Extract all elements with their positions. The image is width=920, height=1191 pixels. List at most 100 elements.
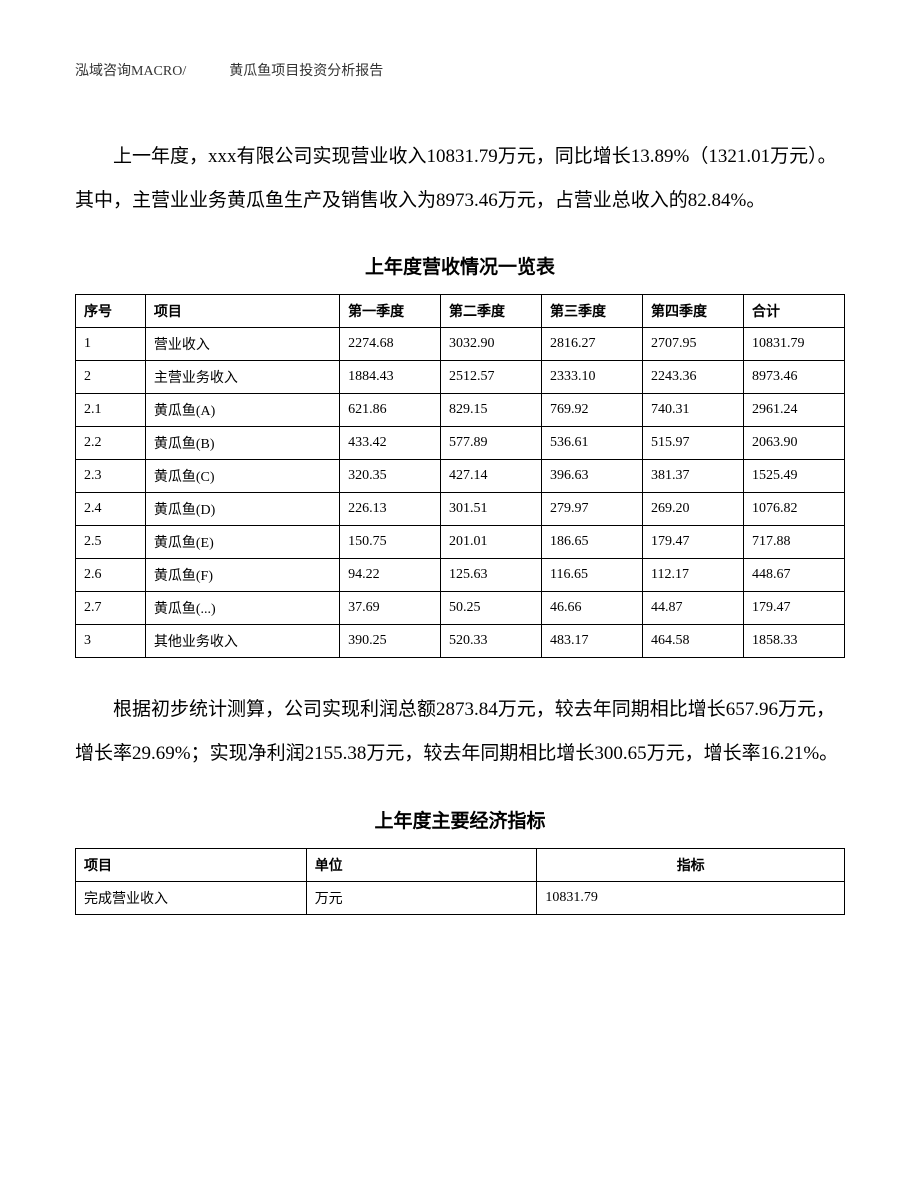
table-row: 2.1黄瓜鱼(A)621.86829.15769.92740.312961.24: [76, 394, 845, 427]
table-cell: 112.17: [642, 559, 743, 592]
table-cell: 448.67: [743, 559, 844, 592]
table-row: 2.3黄瓜鱼(C)320.35427.14396.63381.371525.49: [76, 460, 845, 493]
col-header-seq: 序号: [76, 295, 146, 328]
table-cell: 390.25: [340, 625, 441, 658]
table-cell: 427.14: [441, 460, 542, 493]
table-cell: 营业收入: [145, 328, 339, 361]
table-cell: 1: [76, 328, 146, 361]
table-cell: 3032.90: [441, 328, 542, 361]
table-cell: 2333.10: [542, 361, 643, 394]
table-cell: 464.58: [642, 625, 743, 658]
table-cell: 黄瓜鱼(E): [145, 526, 339, 559]
table-cell: 226.13: [340, 493, 441, 526]
col-header-project: 项目: [76, 848, 307, 881]
table-cell: 黄瓜鱼(D): [145, 493, 339, 526]
col-header-indicator: 指标: [537, 848, 845, 881]
header-title: 黄瓜鱼项目投资分析报告: [229, 64, 383, 79]
table-row: 3其他业务收入390.25520.33483.17464.581858.33: [76, 625, 845, 658]
table-cell: 黄瓜鱼(A): [145, 394, 339, 427]
table-cell: 2.6: [76, 559, 146, 592]
table-cell: 2063.90: [743, 427, 844, 460]
table-cell: 1525.49: [743, 460, 844, 493]
table-cell: 201.01: [441, 526, 542, 559]
table-cell: 万元: [306, 881, 537, 914]
table-cell: 116.65: [542, 559, 643, 592]
table-cell: 320.35: [340, 460, 441, 493]
table-cell: 黄瓜鱼(...): [145, 592, 339, 625]
table-cell: 740.31: [642, 394, 743, 427]
table-cell: 10831.79: [537, 881, 845, 914]
table-cell: 179.47: [642, 526, 743, 559]
indicators-table: 项目 单位 指标 完成营业收入万元10831.79: [75, 848, 845, 915]
table-cell: 10831.79: [743, 328, 844, 361]
table-cell: 44.87: [642, 592, 743, 625]
col-header-q1: 第一季度: [340, 295, 441, 328]
table-cell: 2512.57: [441, 361, 542, 394]
table-cell: 其他业务收入: [145, 625, 339, 658]
table-cell: 50.25: [441, 592, 542, 625]
table-cell: 2274.68: [340, 328, 441, 361]
col-header-q4: 第四季度: [642, 295, 743, 328]
table-row: 2.6黄瓜鱼(F)94.22125.63116.65112.17448.67: [76, 559, 845, 592]
table-cell: 黄瓜鱼(B): [145, 427, 339, 460]
table-cell: 2707.95: [642, 328, 743, 361]
paragraph-2: 根据初步统计测算，公司实现利润总额2873.84万元，较去年同期相比增长657.…: [75, 688, 845, 775]
table-cell: 179.47: [743, 592, 844, 625]
table-cell: 381.37: [642, 460, 743, 493]
table-cell: 2.5: [76, 526, 146, 559]
table-cell: 1858.33: [743, 625, 844, 658]
table-row: 完成营业收入万元10831.79: [76, 881, 845, 914]
col-header-q2: 第二季度: [441, 295, 542, 328]
col-header-total: 合计: [743, 295, 844, 328]
table-row: 2.2黄瓜鱼(B)433.42577.89536.61515.972063.90: [76, 427, 845, 460]
table-header-row: 项目 单位 指标: [76, 848, 845, 881]
table-row: 2.5黄瓜鱼(E)150.75201.01186.65179.47717.88: [76, 526, 845, 559]
table-cell: 2243.36: [642, 361, 743, 394]
table-cell: 黄瓜鱼(F): [145, 559, 339, 592]
table-cell: 717.88: [743, 526, 844, 559]
table-cell: 536.61: [542, 427, 643, 460]
table-cell: 2816.27: [542, 328, 643, 361]
table-cell: 125.63: [441, 559, 542, 592]
table-cell: 37.69: [340, 592, 441, 625]
table1-title: 上年度营收情况一览表: [75, 252, 845, 279]
table-row: 2主营业务收入1884.432512.572333.102243.368973.…: [76, 361, 845, 394]
table-cell: 829.15: [441, 394, 542, 427]
table-cell: 150.75: [340, 526, 441, 559]
table-cell: 2.4: [76, 493, 146, 526]
table-cell: 269.20: [642, 493, 743, 526]
table-cell: 94.22: [340, 559, 441, 592]
table-cell: 2.7: [76, 592, 146, 625]
table-cell: 483.17: [542, 625, 643, 658]
table-cell: 2.1: [76, 394, 146, 427]
table-cell: 2.2: [76, 427, 146, 460]
table2-title: 上年度主要经济指标: [75, 806, 845, 833]
table-cell: 1076.82: [743, 493, 844, 526]
table-cell: 主营业务收入: [145, 361, 339, 394]
table-cell: 46.66: [542, 592, 643, 625]
header-company: 泓域咨询MACRO/: [75, 64, 186, 79]
col-header-q3: 第三季度: [542, 295, 643, 328]
table-cell: 301.51: [441, 493, 542, 526]
table-cell: 186.65: [542, 526, 643, 559]
table-cell: 279.97: [542, 493, 643, 526]
table-cell: 2.3: [76, 460, 146, 493]
table-row: 1营业收入2274.683032.902816.272707.9510831.7…: [76, 328, 845, 361]
table-cell: 2961.24: [743, 394, 844, 427]
table-cell: 577.89: [441, 427, 542, 460]
table-cell: 433.42: [340, 427, 441, 460]
table-cell: 1884.43: [340, 361, 441, 394]
table-cell: 黄瓜鱼(C): [145, 460, 339, 493]
page-header: 泓域咨询MACRO/ 黄瓜鱼项目投资分析报告: [75, 60, 845, 80]
table-cell: 396.63: [542, 460, 643, 493]
revenue-table: 序号 项目 第一季度 第二季度 第三季度 第四季度 合计 1营业收入2274.6…: [75, 294, 845, 658]
table-row: 2.4黄瓜鱼(D)226.13301.51279.97269.201076.82: [76, 493, 845, 526]
table-cell: 621.86: [340, 394, 441, 427]
table-cell: 2: [76, 361, 146, 394]
table-cell: 8973.46: [743, 361, 844, 394]
table-cell: 515.97: [642, 427, 743, 460]
col-header-unit: 单位: [306, 848, 537, 881]
col-header-item: 项目: [145, 295, 339, 328]
table-cell: 3: [76, 625, 146, 658]
paragraph-1: 上一年度，xxx有限公司实现营业收入10831.79万元，同比增长13.89%（…: [75, 135, 845, 222]
